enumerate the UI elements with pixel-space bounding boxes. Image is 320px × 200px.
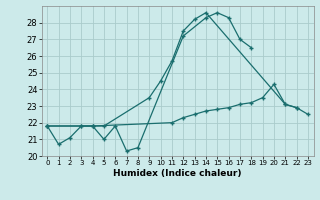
X-axis label: Humidex (Indice chaleur): Humidex (Indice chaleur) <box>113 169 242 178</box>
